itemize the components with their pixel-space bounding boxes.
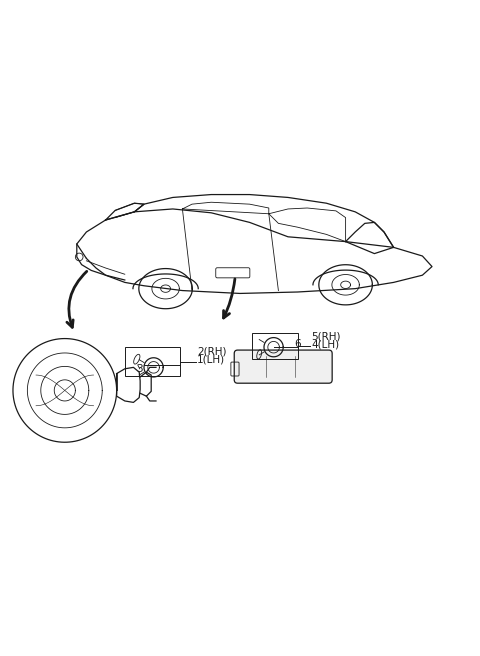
Text: 2(RH): 2(RH) xyxy=(197,347,226,357)
Bar xyxy=(252,333,298,359)
Text: 1(LH): 1(LH) xyxy=(197,354,225,364)
Bar xyxy=(125,347,180,376)
Text: 4(LH): 4(LH) xyxy=(311,339,339,349)
Text: 5(RH): 5(RH) xyxy=(311,331,340,341)
Text: 3: 3 xyxy=(136,364,143,374)
Text: 6: 6 xyxy=(294,339,300,349)
FancyBboxPatch shape xyxy=(234,350,332,383)
